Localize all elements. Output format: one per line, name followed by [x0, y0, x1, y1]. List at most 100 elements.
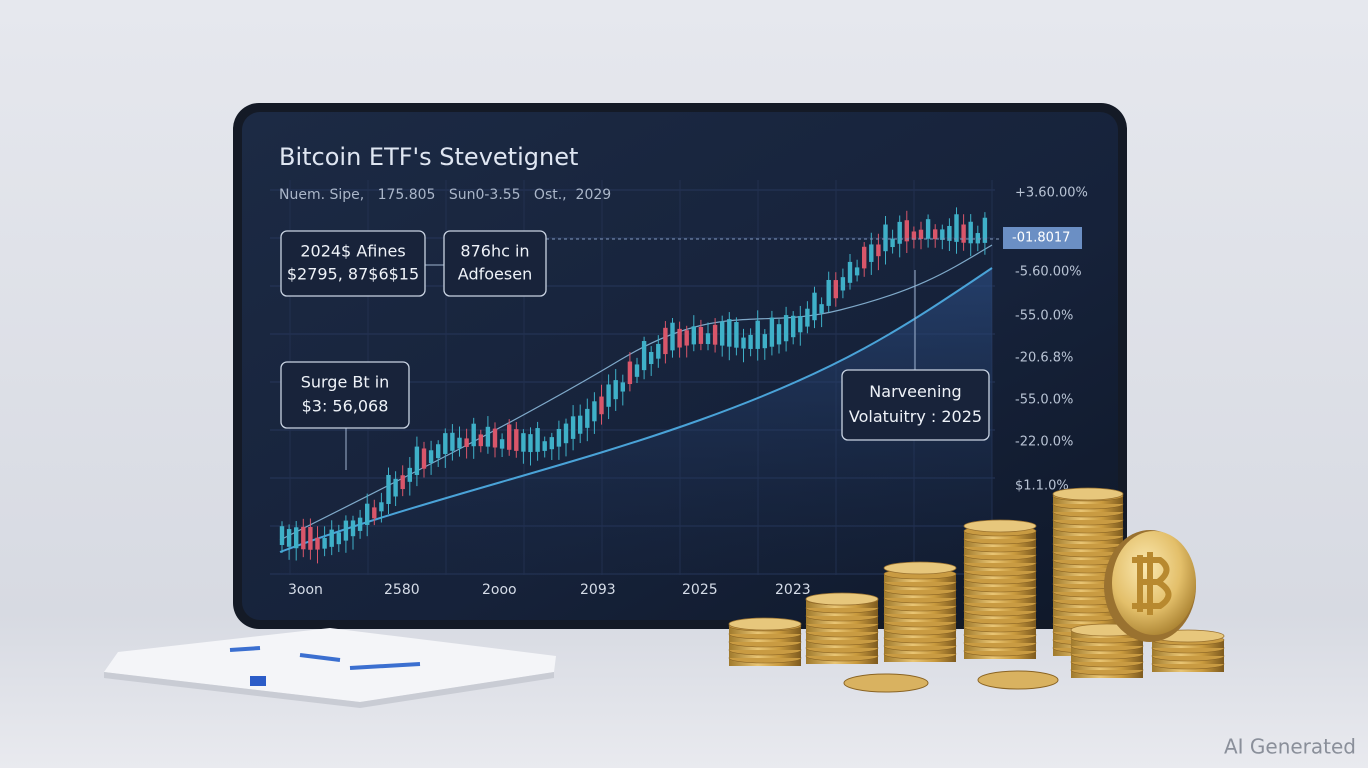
- candle-body: [450, 432, 455, 451]
- candle-body: [862, 246, 867, 269]
- axis-label: -55.0.0%: [1015, 393, 1073, 408]
- callout-text: Surge Bt in: [301, 373, 390, 392]
- candle-body: [677, 328, 682, 348]
- candle-body: [883, 224, 888, 252]
- candle-body: [876, 244, 881, 257]
- candle-body: [940, 229, 945, 240]
- candle-body: [918, 229, 924, 239]
- candle-body: [421, 448, 427, 469]
- candle-body: [514, 429, 519, 451]
- candle-body: [762, 334, 767, 349]
- axis-label: 2023: [775, 582, 811, 598]
- candle-body: [478, 434, 483, 447]
- subtitle: Nuem. Sipe, 175.805 Sun0-3.55 Ost., 2029: [279, 187, 611, 203]
- coin-top: [728, 617, 802, 631]
- candle-body: [826, 279, 831, 306]
- candle-body: [492, 428, 498, 448]
- axis-label: 3oon: [288, 582, 323, 598]
- candle-body: [606, 384, 611, 407]
- candle-body: [414, 446, 420, 475]
- callout-box: [280, 230, 426, 297]
- candle-body: [741, 337, 746, 349]
- candle-body: [968, 221, 973, 244]
- candle-body: [535, 428, 540, 452]
- callout-text: $3: 56,068: [302, 396, 389, 415]
- candle-body: [336, 532, 341, 545]
- axis-label: -5.60.00%: [1015, 265, 1082, 280]
- candle-body: [599, 396, 604, 415]
- candle-body: [329, 529, 334, 547]
- candle-body: [393, 478, 398, 497]
- candle-body: [798, 315, 803, 333]
- candle-body: [464, 438, 469, 447]
- candle-body: [783, 315, 789, 342]
- candle-body: [734, 322, 739, 348]
- candle-body: [428, 450, 434, 464]
- coin-top: [1052, 487, 1124, 501]
- candle-body: [386, 474, 391, 504]
- axis-label: -55.0.0%: [1015, 309, 1073, 324]
- candle-body: [975, 233, 980, 244]
- candle-body: [954, 214, 959, 242]
- candle-body: [350, 520, 356, 537]
- candle-body: [649, 351, 654, 365]
- candle-body: [528, 434, 533, 453]
- candle-body: [315, 537, 320, 550]
- candle-body: [485, 426, 491, 447]
- callout-box: [841, 369, 990, 441]
- candle-body: [301, 526, 306, 550]
- candle-body: [670, 322, 675, 351]
- candle-body: [379, 502, 384, 512]
- candle-body: [308, 526, 313, 550]
- candle-body: [769, 317, 775, 347]
- watermark: AI Generated: [1224, 735, 1356, 759]
- candle-body: [961, 224, 966, 243]
- candle-body: [755, 320, 760, 349]
- candle-body: [847, 261, 853, 283]
- candle-body: [819, 304, 824, 314]
- candle-body: [286, 529, 292, 547]
- candle-body: [570, 416, 576, 439]
- axis-label: 2093: [580, 582, 616, 598]
- candle-body: [457, 437, 462, 449]
- candle-body: [279, 526, 285, 545]
- area: [280, 268, 992, 575]
- candle-body: [748, 334, 753, 349]
- candle-body: [641, 341, 647, 371]
- candle-body: [691, 326, 696, 345]
- candle-body: [869, 244, 874, 262]
- candle-body: [499, 439, 505, 449]
- candle-body: [712, 324, 718, 345]
- candle-body: [372, 507, 377, 519]
- candle-body: [890, 238, 895, 248]
- candle-body: [627, 361, 633, 385]
- candle-body: [521, 433, 526, 452]
- coin-loose: [977, 670, 1059, 690]
- chart-title: Bitcoin ETF's Stevetignet: [279, 143, 578, 171]
- callout-box: [443, 230, 547, 297]
- callout-text: Narveening: [869, 382, 961, 401]
- candle-body: [904, 220, 909, 242]
- axis-label: 2025: [682, 582, 718, 598]
- candle-body: [663, 327, 668, 355]
- candle-body: [443, 433, 448, 455]
- candle-body: [982, 217, 988, 243]
- candle-body: [805, 308, 810, 327]
- callout-text: $2795, 87$6$15: [287, 265, 419, 284]
- candle-body: [542, 441, 547, 451]
- candle-body: [578, 415, 583, 434]
- coins: [728, 487, 1225, 693]
- candles: [279, 207, 988, 564]
- candle-body: [407, 467, 412, 482]
- candle-body: [365, 503, 370, 525]
- candle-body: [357, 517, 363, 531]
- candle-body: [705, 333, 711, 345]
- candle-body: [947, 225, 952, 241]
- callout-box: [280, 361, 410, 429]
- callout-text: Volatuitry : 2025: [849, 407, 982, 426]
- candle-body: [400, 475, 405, 490]
- candle-body: [897, 221, 902, 244]
- callout-text: 876hc in: [460, 241, 529, 260]
- price-tag: [1003, 227, 1082, 249]
